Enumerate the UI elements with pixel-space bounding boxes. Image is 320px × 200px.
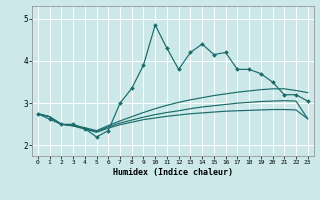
X-axis label: Humidex (Indice chaleur): Humidex (Indice chaleur): [113, 168, 233, 177]
